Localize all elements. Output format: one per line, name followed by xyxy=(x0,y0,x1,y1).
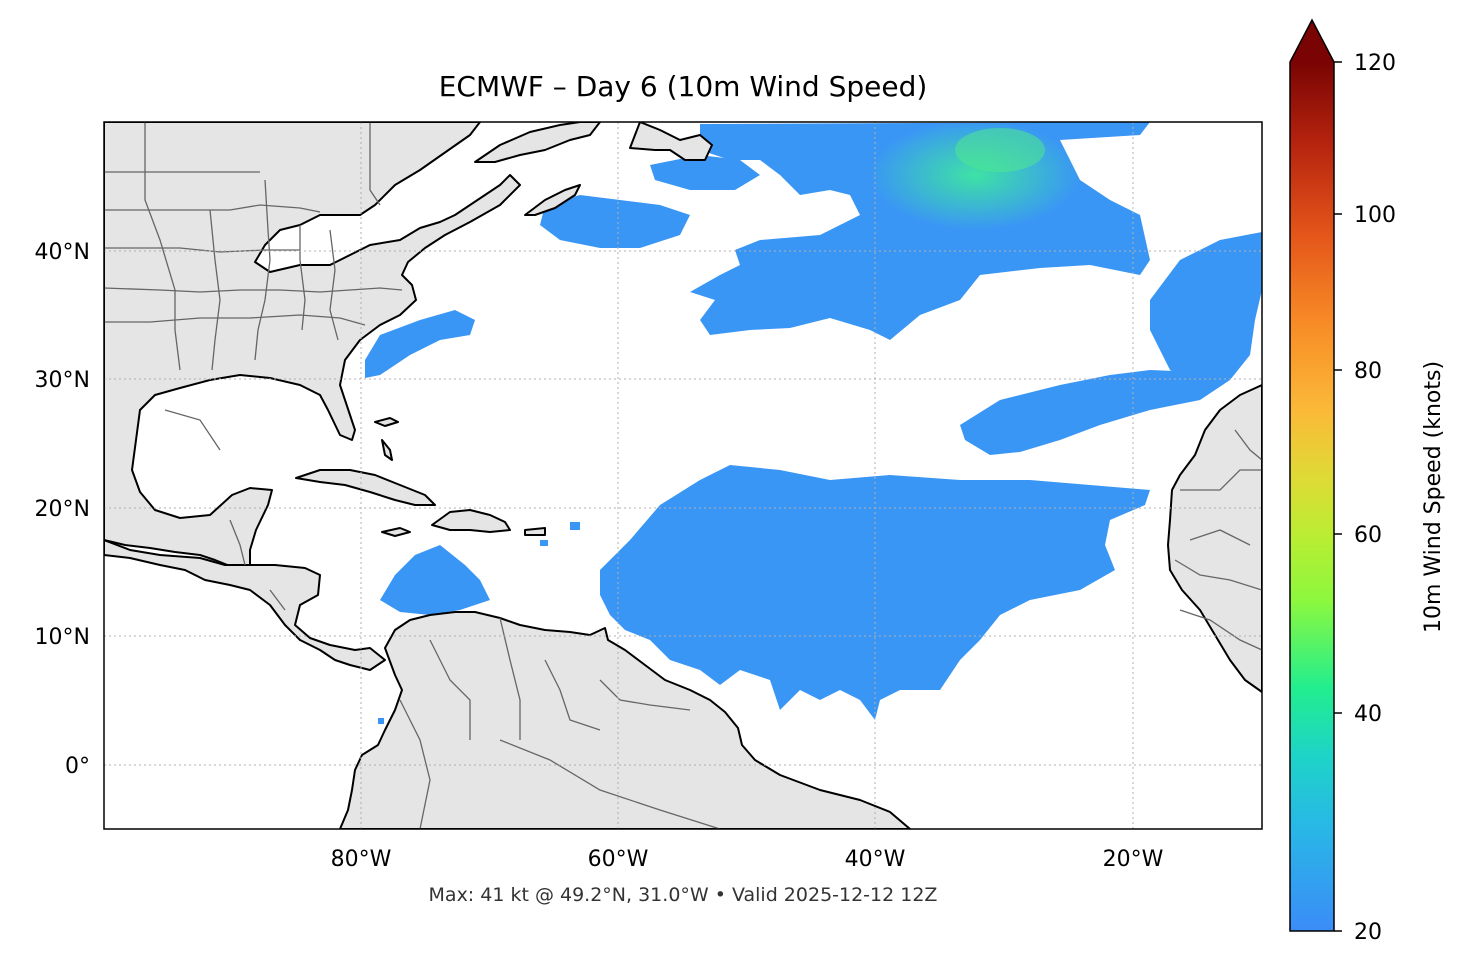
hispaniola xyxy=(431,509,511,533)
political-borders xyxy=(104,122,1262,829)
colorbar-extend-arrow xyxy=(1290,20,1334,62)
lat-tick-label: 20°N xyxy=(35,497,90,522)
newfoundland xyxy=(629,122,713,161)
colorbar-tick-label: 80 xyxy=(1354,359,1382,384)
wind-speed-peak xyxy=(870,122,1080,230)
north-america xyxy=(104,122,521,569)
lat-tick-label: 40°N xyxy=(35,240,90,265)
colorbar-tick-label: 120 xyxy=(1354,51,1396,76)
colorbar: 120 100 80 60 40 20 10m Wind Speed (knot… xyxy=(1289,18,1446,945)
lon-tick-labels: 80°W 60°W 40°W 20°W xyxy=(331,847,1164,872)
nova-scotia xyxy=(524,184,581,216)
jamaica xyxy=(381,527,411,537)
gridlines xyxy=(104,122,1262,829)
colorbar-tick-label: 20 xyxy=(1354,920,1382,945)
lat-tick-label: 0° xyxy=(65,754,90,779)
map-title: ECMWF – Day 6 (10m Wind Speed) xyxy=(438,70,928,103)
cuba xyxy=(295,469,436,506)
lon-tick-label: 60°W xyxy=(588,847,649,872)
land-masses xyxy=(104,122,1262,829)
colorbar-tick-label: 100 xyxy=(1354,203,1396,228)
lon-tick-label: 20°W xyxy=(1103,847,1164,872)
bahamas-b xyxy=(381,439,393,461)
map-footer-caption: Max: 41 kt @ 49.2°N, 31.0°W • Valid 2025… xyxy=(428,884,938,906)
lat-tick-labels: 40°N 30°N 20°N 10°N 0° xyxy=(35,240,90,779)
map-area xyxy=(104,122,1262,829)
colorbar-tick-label: 40 xyxy=(1354,702,1382,727)
puerto-rico xyxy=(524,527,546,536)
bahamas-a xyxy=(374,417,399,427)
central-america xyxy=(104,539,386,671)
labrador-coast xyxy=(474,122,601,163)
lat-tick-label: 10°N xyxy=(35,625,90,650)
lon-tick-label: 80°W xyxy=(331,847,392,872)
colorbar-gradient xyxy=(1290,62,1334,931)
lat-tick-label: 30°N xyxy=(35,368,90,393)
colorbar-axis-label: 10m Wind Speed (knots) xyxy=(1421,361,1446,633)
colorbar-tick-label: 60 xyxy=(1354,523,1382,548)
west-africa xyxy=(1167,384,1262,693)
map-frame xyxy=(103,121,1263,830)
lon-tick-label: 40°W xyxy=(845,847,906,872)
